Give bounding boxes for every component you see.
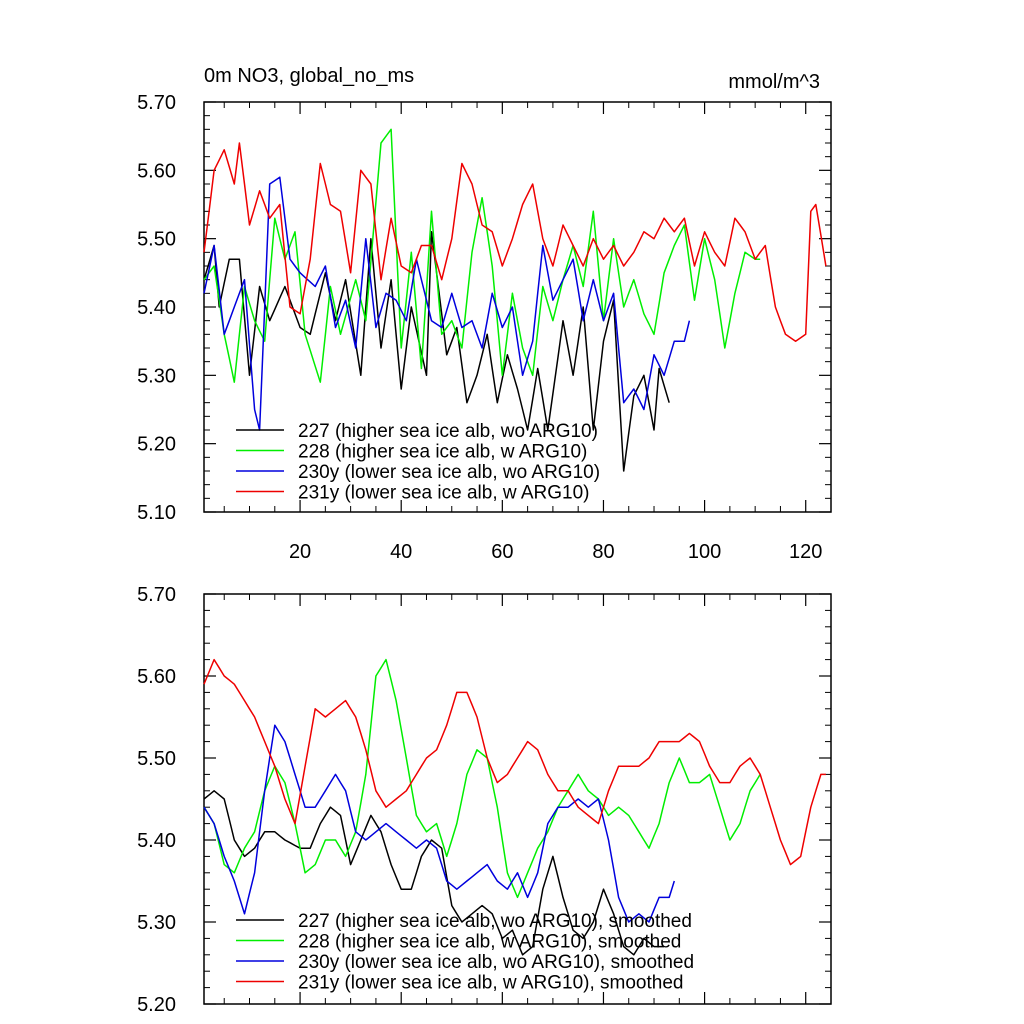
legend-label: 230y (lower sea ice alb, wo ARG10), smoo… <box>298 952 694 973</box>
x-tick-label: 100 <box>688 541 721 563</box>
series-group <box>203 658 826 956</box>
axis-ticks: 5.10 5.20 5.30 5.40 5.50 5.60 5.70 20 40 60 80 100 1… <box>137 92 831 563</box>
legend: 227 (higher sea ice alb, wo ARG10), smoo… <box>236 911 694 994</box>
axis-ticks: 5.20 5.30 5.40 5.50 5.60 5.70 <box>137 584 831 1016</box>
x-tick-label: 80 <box>592 541 614 563</box>
legend-label: 231y (lower sea ice alb, w ARG10) <box>298 483 589 504</box>
series-line <box>203 128 761 383</box>
series-line <box>203 658 761 899</box>
y-tick-label: 5.40 <box>137 297 176 319</box>
y-tick-label: 5.40 <box>137 830 176 852</box>
y-tick-label: 5.60 <box>137 666 176 688</box>
series-line <box>203 142 827 342</box>
legend-label: 228 (higher sea ice alb, w ARG10), smoot… <box>298 932 681 953</box>
series-line <box>203 658 826 866</box>
y-tick-label: 5.10 <box>137 502 176 524</box>
x-tick-label: 120 <box>789 541 822 563</box>
y-tick-label: 5.30 <box>137 365 176 387</box>
x-tick-label: 20 <box>289 541 311 563</box>
top-panel: 0m NO3, global_no_ms mmol/m^3 5.105.205.… <box>137 65 832 563</box>
series-line <box>203 176 691 431</box>
units-label: mmol/m^3 <box>728 71 820 93</box>
legend-label: 227 (higher sea ice alb, wo ARG10), smoo… <box>298 911 692 932</box>
y-tick-label: 5.70 <box>137 584 176 606</box>
x-tick-label: 60 <box>491 541 513 563</box>
y-tick-label: 5.30 <box>137 912 176 934</box>
y-tick-label: 5.70 <box>137 92 176 114</box>
x-tick-label: 40 <box>390 541 412 563</box>
y-tick-label: 5.60 <box>137 160 176 182</box>
legend-label: 230y (lower sea ice alb, wo ARG10) <box>298 462 600 483</box>
y-tick-label: 5.20 <box>137 994 176 1016</box>
y-tick-label: 5.20 <box>137 434 176 456</box>
y-tick-label: 5.50 <box>137 748 176 770</box>
legend-label: 231y (lower sea ice alb, w ARG10), smoot… <box>298 973 683 994</box>
legend-label: 227 (higher sea ice alb, wo ARG10) <box>298 421 598 442</box>
bottom-panel: 5.20 5.30 5.40 5.50 5.60 5.70 227 (higher sea… <box>137 584 832 1016</box>
chart-title: 0m NO3, global_no_ms <box>204 65 414 87</box>
series-line <box>203 724 676 923</box>
y-tick-label: 5.50 <box>137 229 176 251</box>
legend-label: 228 (higher sea ice alb, w ARG10) <box>298 442 587 463</box>
series-line <box>203 790 665 956</box>
series-group <box>203 128 827 472</box>
legend: 227 (higher sea ice alb, wo ARG10)228 (h… <box>236 421 600 504</box>
